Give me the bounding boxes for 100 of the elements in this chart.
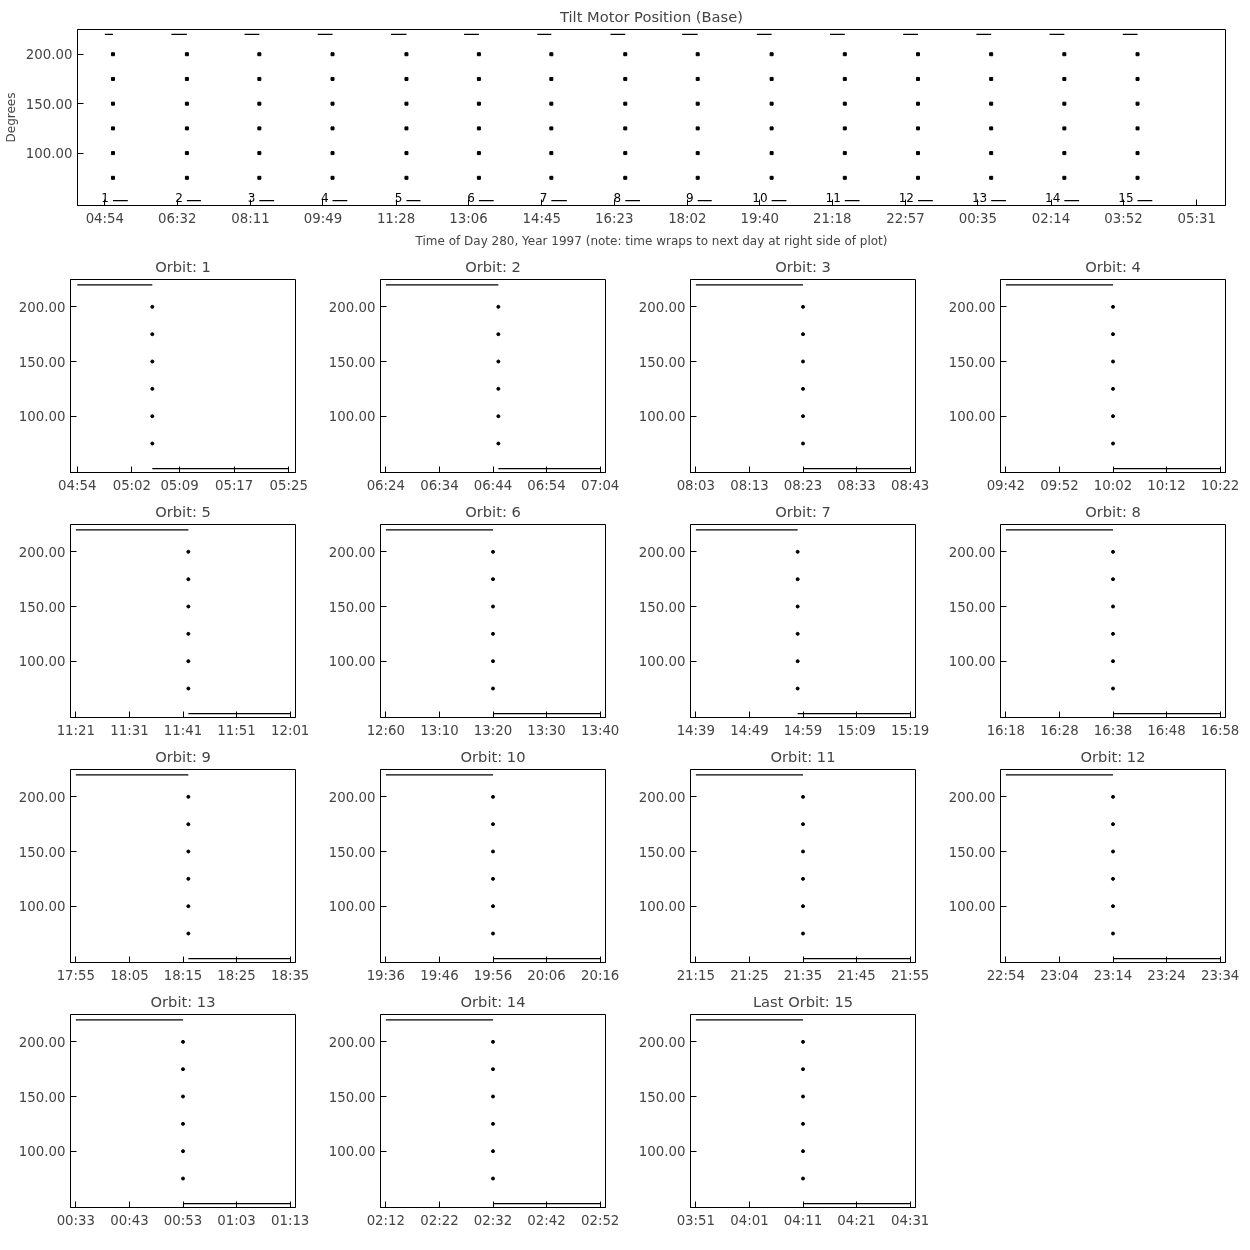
x-tick-label: 02:42 <box>527 1212 566 1228</box>
point <box>491 686 495 691</box>
point <box>491 849 495 854</box>
point <box>795 686 800 691</box>
point <box>801 1067 805 1072</box>
x-tick-label: 12:01 <box>270 722 310 738</box>
x-tick-label: 00:43 <box>110 1212 149 1228</box>
x-tick-label: 21:45 <box>837 967 876 983</box>
point <box>1111 659 1115 664</box>
point <box>186 876 191 881</box>
y-tick-label: 150.00 <box>18 1089 66 1105</box>
point <box>496 304 501 309</box>
y-tick-label: 200.00 <box>328 1034 376 1050</box>
point <box>491 876 495 881</box>
point <box>801 359 805 364</box>
point <box>1111 549 1115 554</box>
x-tick-label: 08:13 <box>730 477 769 493</box>
x-tick-label: 00:35 <box>958 210 998 226</box>
x-tick-label: 06:32 <box>158 210 197 226</box>
y-tick-label: 100.00 <box>638 409 686 425</box>
point <box>1111 414 1115 419</box>
x-tick-label: 09:49 <box>303 210 343 226</box>
x-tick-label: 02:12 <box>366 1212 406 1228</box>
point <box>491 794 495 799</box>
x-tick-label: 18:05 <box>110 967 149 983</box>
y-tick-label: 200.00 <box>328 299 376 315</box>
point <box>150 359 155 364</box>
point <box>801 822 805 827</box>
point <box>1111 876 1115 881</box>
x-tick-label: 16:18 <box>986 722 1026 738</box>
point <box>1111 604 1115 609</box>
point <box>491 659 495 664</box>
x-tick-label: 16:48 <box>1147 722 1186 738</box>
point <box>795 577 800 582</box>
point <box>186 659 191 664</box>
x-tick-label: 18:02 <box>668 210 707 226</box>
x-tick-label: 01:13 <box>270 1212 310 1228</box>
point <box>795 631 800 636</box>
point <box>186 904 191 909</box>
y-tick-label: 150.00 <box>328 1089 376 1105</box>
chart-title: Orbit: 3 <box>775 257 831 275</box>
x-tick-label: 06:54 <box>527 477 566 493</box>
point <box>1111 686 1115 691</box>
annotation: 14 <box>1045 191 1061 206</box>
y-tick-label: 150.00 <box>948 354 996 370</box>
x-tick-label: 23:24 <box>1147 967 1186 983</box>
point <box>496 386 501 391</box>
point <box>150 304 155 309</box>
x-tick-label: 11:21 <box>56 722 96 738</box>
y-tick-label: 100.00 <box>328 409 376 425</box>
point <box>801 1176 805 1181</box>
point <box>181 1121 185 1126</box>
point <box>491 822 495 827</box>
y-tick-label: 200.00 <box>328 544 376 560</box>
x-tick-label: 13:30 <box>527 722 566 738</box>
point <box>1111 904 1115 909</box>
x-tick-label: 05:02 <box>112 477 152 493</box>
point <box>491 904 495 909</box>
x-tick-label: 21:18 <box>813 210 852 226</box>
point <box>795 604 800 609</box>
x-tick-label: 08:03 <box>676 477 716 493</box>
point <box>186 577 191 582</box>
x-tick-label: 13:40 <box>580 722 620 738</box>
point <box>150 332 155 337</box>
point <box>150 441 155 446</box>
x-tick-label: 15:19 <box>890 722 930 738</box>
y-tick-label: 100.00 <box>328 899 376 915</box>
point <box>181 1176 185 1181</box>
y-tick-label: 150.00 <box>638 599 686 615</box>
y-tick-label: 200.00 <box>18 299 66 315</box>
chart-title: Orbit: 10 <box>460 747 526 765</box>
point <box>491 631 495 636</box>
point <box>1111 631 1115 636</box>
point <box>186 822 191 827</box>
y-tick-label: 150.00 <box>25 96 73 112</box>
point <box>186 604 191 609</box>
y-tick-label: 200.00 <box>18 789 66 805</box>
x-tick-label: 23:04 <box>1040 967 1079 983</box>
y-tick-label: 200.00 <box>638 789 686 805</box>
x-tick-label: 19:56 <box>473 967 513 983</box>
point <box>801 876 805 881</box>
x-tick-label: 04:01 <box>730 1212 769 1228</box>
x-tick-label: 20:06 <box>527 967 566 983</box>
x-tick-label: 16:23 <box>594 210 634 226</box>
chart-title: Orbit: 1 <box>155 257 211 275</box>
point <box>496 414 501 419</box>
x-tick-label: 18:25 <box>217 967 256 983</box>
chart-title: Tilt Motor Position (Base) <box>559 7 743 25</box>
y-tick-label: 150.00 <box>18 354 66 370</box>
x-tick-label: 13:10 <box>420 722 459 738</box>
x-tick-label: 21:15 <box>676 967 716 983</box>
x-tick-label: 16:28 <box>1040 722 1079 738</box>
point <box>186 931 191 936</box>
x-tick-label: 05:17 <box>214 477 254 493</box>
y-tick-label: 200.00 <box>18 1034 66 1050</box>
x-tick-label: 22:57 <box>886 210 925 226</box>
chart-title: Last Orbit: 15 <box>752 992 854 1010</box>
point <box>491 1067 495 1072</box>
y-tick-label: 100.00 <box>638 654 686 670</box>
x-tick-label: 10:22 <box>1200 477 1240 493</box>
